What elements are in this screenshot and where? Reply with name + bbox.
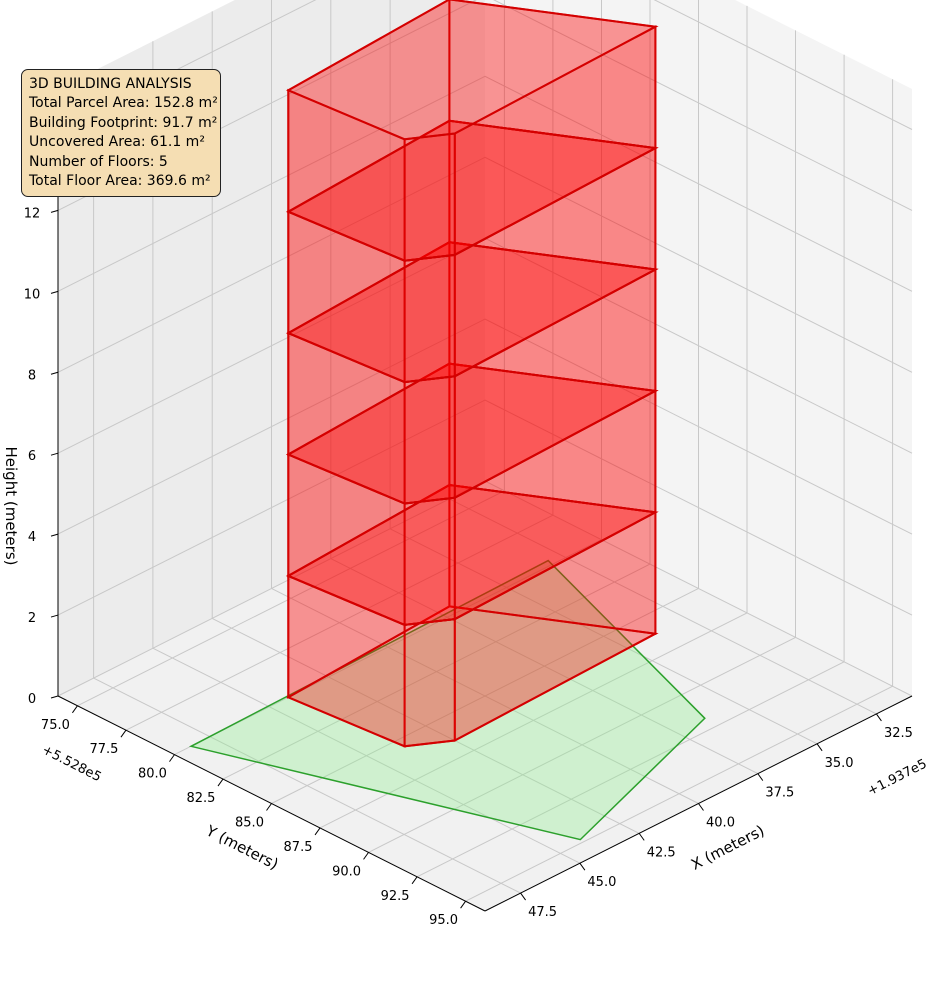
floor-5 [286,0,659,263]
floor-slab-bottom [286,605,659,748]
x-tick-label: 47.5 [528,905,557,920]
y-tick-label: 82.5 [187,791,216,806]
x-tick [757,773,764,781]
x-offset-label: +1.937e5 [865,757,929,800]
y-tick [72,705,78,714]
y-tick-label: 92.5 [381,889,410,904]
z-axis-title: Height (meters) [2,447,20,566]
grid-line-z [57,318,913,535]
x-tick [698,803,704,811]
z-tick-label: 6 [28,449,36,464]
z-tick [50,533,59,537]
z-tick-label: 4 [28,530,36,545]
floor-slab-bottom [286,483,659,626]
x-tick-label: 45.0 [587,875,616,890]
floor-1 [286,483,659,748]
info-uncovered-area: Uncovered Area: 61.1 m² [29,134,205,151]
z-tick [50,209,59,213]
x-tick-label: 42.5 [647,845,676,860]
z-tick-label: 10 [24,287,41,302]
z-tick-label: 0 [28,692,36,707]
y-tick-label: 80.0 [138,767,167,782]
z-tick [50,290,59,294]
info-building-footprint: Building Footprint: 91.7 m² [29,114,218,131]
y-tick [460,900,466,909]
z-tick-label: 8 [28,368,36,383]
x-tick-label: 37.5 [765,786,794,801]
z-tick [50,614,59,618]
grid-line-z [57,399,913,616]
info-total-parcel-area: Total Parcel Area: 152.8 m² [29,95,218,112]
y-tick [314,827,321,836]
x-tick-label: 40.0 [706,816,735,831]
y-tick-label: 90.0 [332,864,361,879]
y-tick-label: 85.0 [235,816,264,831]
floor-slab-top [286,0,659,141]
info-total-floor-area: Total Floor Area: 369.6 m² [29,173,211,190]
grid-line-z [57,156,913,373]
x-tick [876,713,882,722]
building-layer [286,0,659,748]
z-tick-label: 2 [28,611,36,626]
floor-slab-bottom [286,241,659,384]
y-tick [120,729,127,738]
x-tick-label: 32.5 [884,726,913,741]
y-tick [363,852,369,860]
y-tick [411,876,418,885]
x-tick [520,892,526,901]
z-tick-label: 12 [24,206,41,221]
y-tick [266,803,272,811]
floor-slab-bottom [286,362,659,505]
floor-4 [286,119,659,384]
floor-slab-bottom [286,119,659,262]
y-tick-label: 75.0 [41,718,70,733]
z-tick [50,695,59,699]
info-number-of-floors: Number of Floors: 5 [29,153,168,170]
floor-3 [286,240,659,506]
grid-line-z [57,75,913,292]
z-tick [50,371,59,375]
y-tick [217,778,224,787]
x-tick-label: 35.0 [825,756,854,771]
info-box-heading: 3D BUILDING ANALYSIS [29,76,192,92]
x-tick [816,743,823,752]
y-tick-label: 77.5 [89,742,118,757]
z-tick [50,452,59,456]
floor-2 [286,361,659,627]
y-tick [169,754,175,762]
y-tick-label: 87.5 [284,840,313,855]
y-tick-label: 95.0 [429,913,458,928]
grid-line-z [57,0,913,130]
x-tick [638,833,645,841]
x-tick [579,862,586,871]
analysis-info-box: 3D BUILDING ANALYSIS Total Parcel Area: … [21,69,221,198]
